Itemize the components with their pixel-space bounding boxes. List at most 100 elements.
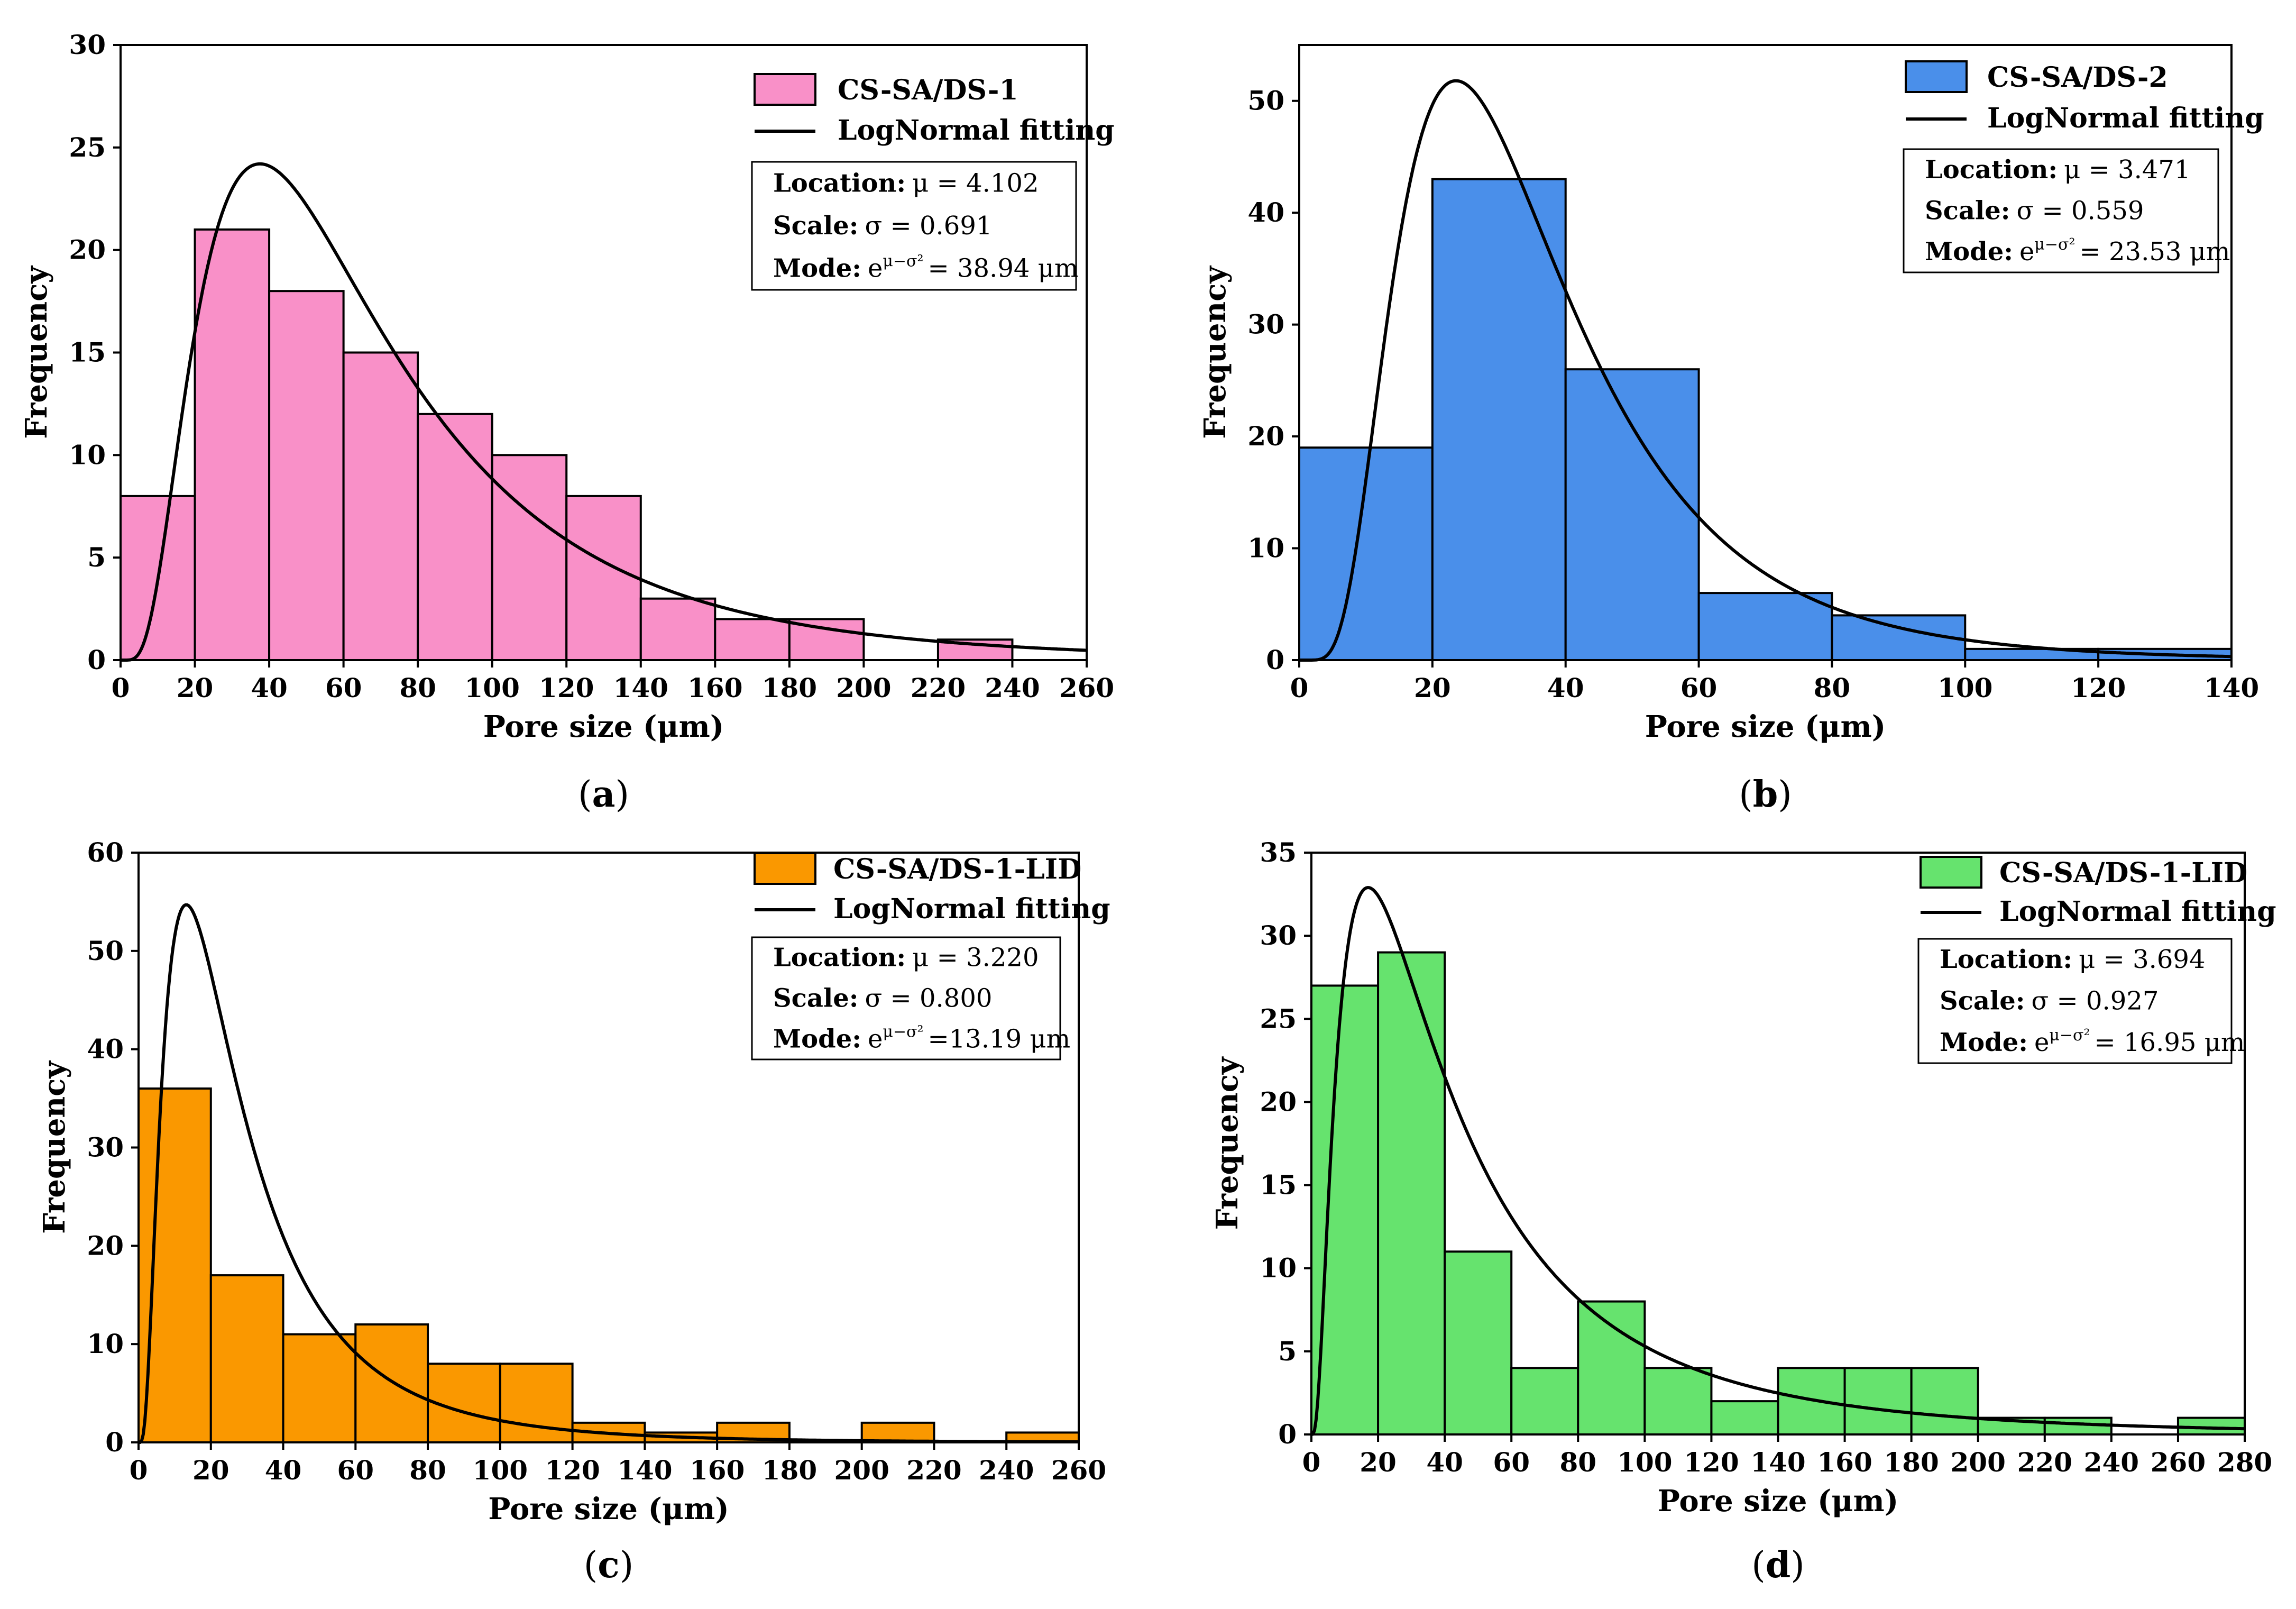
x-tick-label: 180: [762, 672, 817, 703]
x-tick-label: 180: [762, 1455, 817, 1486]
legend-label-fit: LogNormal fitting: [1987, 102, 2264, 134]
fit-stats-box: [751, 936, 1061, 1061]
stat-scale: Scale: σ = 0.800: [773, 984, 992, 1013]
histogram-bar: [714, 618, 791, 662]
x-tick-label: 80: [1814, 672, 1851, 703]
x-tick-label: 120: [545, 1455, 600, 1486]
histogram-bar: [209, 1274, 284, 1443]
legend-label-series: CS-SA/DS-1: [838, 74, 1018, 106]
histogram-bar: [354, 1323, 429, 1443]
x-tick-label: 200: [836, 672, 891, 703]
x-tick-label: 220: [906, 1455, 961, 1486]
y-tick-label: 0: [1278, 1419, 1297, 1450]
y-tick-label: 25: [69, 132, 106, 163]
x-tick-label: 160: [1817, 1447, 1872, 1478]
x-tick-label: 160: [690, 1455, 745, 1486]
lognormal-fit-line: [1311, 886, 2245, 1436]
x-tick-label: 40: [1426, 1447, 1463, 1478]
stat-mode: Mode: eμ−σ² = 16.95 μm: [1940, 1026, 2245, 1057]
x-axis-title: Pore size (μm): [488, 1492, 729, 1526]
y-tick-label: 0: [87, 644, 106, 675]
histogram-bar: [1643, 1367, 1713, 1436]
x-tick-label: 20: [192, 1455, 229, 1486]
x-tick-label: 220: [911, 672, 966, 703]
x-tick-label: 120: [2071, 672, 2126, 703]
fit-stats-box: [751, 161, 1077, 291]
x-tick-label: 260: [2151, 1447, 2206, 1478]
y-tick-label: 30: [1260, 920, 1297, 951]
plot-area-frame: [1298, 44, 2233, 661]
y-axis-title: Frequency: [37, 1061, 72, 1234]
histogram-bar: [1444, 1250, 1513, 1436]
x-axis-title: Pore size (μm): [483, 709, 724, 744]
legend-label-fit: LogNormal fitting: [1999, 895, 2276, 928]
x-tick-label: 40: [251, 672, 288, 703]
x-tick-label: 40: [265, 1455, 302, 1486]
x-tick-label: 0: [1302, 1447, 1321, 1478]
x-tick-label: 80: [399, 672, 436, 703]
x-axis-title: Pore size (μm): [1645, 709, 1886, 744]
y-tick-label: 15: [69, 337, 106, 368]
y-tick-label: 15: [1260, 1169, 1297, 1201]
x-tick-label: 100: [465, 672, 520, 703]
x-tick-label: 40: [1547, 672, 1584, 703]
panel-caption: (c): [584, 1544, 633, 1586]
y-tick-label: 30: [87, 1132, 124, 1163]
histogram-bar: [417, 413, 493, 661]
legend-label-series: CS-SA/DS-2: [1987, 61, 2168, 94]
legend-label-fit: LogNormal fitting: [833, 893, 1110, 925]
histogram-bar: [565, 495, 642, 661]
legend-label-series: CS-SA/DS-1-LID: [1999, 857, 2247, 889]
panel-caption: (a): [578, 773, 629, 816]
x-tick-label: 20: [177, 672, 214, 703]
histogram-bar: [194, 228, 271, 661]
y-axis-title: Frequency: [1198, 266, 1233, 439]
y-tick-label: 5: [1278, 1336, 1297, 1367]
histogram-bar: [1843, 1367, 1913, 1436]
legend-swatch-bar: [1920, 856, 1982, 889]
legend-swatch-bar: [754, 852, 816, 885]
fit-stats-box: [1917, 938, 2233, 1064]
x-tick-label: 260: [1059, 672, 1114, 703]
histogram-bar: [491, 454, 568, 661]
y-tick-label: 0: [1266, 644, 1284, 675]
x-tick-label: 180: [1884, 1447, 1939, 1478]
y-tick-label: 20: [87, 1230, 124, 1261]
panel-caption: (d): [1751, 1544, 1805, 1586]
legend: CS-SA/DS-1-LID LogNormal fitting Location:…: [751, 852, 1110, 1061]
y-tick-label: 10: [69, 439, 106, 470]
histogram-bar: [1310, 984, 1380, 1436]
x-tick-label: 100: [473, 1455, 528, 1486]
stat-mode: Mode: eμ−σ² = 23.53 μm: [1925, 235, 2230, 267]
stat-location: Location: μ = 3.220: [773, 943, 1039, 973]
y-axis-title: Frequency: [19, 266, 54, 439]
x-tick-label: 0: [1290, 672, 1309, 703]
x-tick-label: 240: [2084, 1447, 2139, 1478]
chart-panel-b: 0 10 20 30 40 50 0 20 40 60 80 100 120 140 Pore size (…: [1198, 44, 2264, 816]
legend-label-series: CS-SA/DS-1-LID: [833, 853, 1081, 885]
histogram-bar: [1510, 1367, 1579, 1436]
y-tick-label: 10: [1260, 1253, 1297, 1284]
x-tick-label: 160: [687, 672, 742, 703]
histogram-bar: [1431, 178, 1567, 661]
legend: CS-SA/DS-1 LogNormal fitting Location: μ = …: [751, 73, 1115, 291]
y-tick-label: 5: [87, 542, 106, 573]
x-tick-label: 0: [130, 1455, 148, 1486]
x-tick-label: 140: [617, 1455, 672, 1486]
histogram-bar: [268, 290, 345, 661]
x-tick-label: 140: [2204, 672, 2259, 703]
x-tick-label: 240: [979, 1455, 1034, 1486]
x-tick-label: 20: [1360, 1447, 1397, 1478]
y-tick-label: 20: [1260, 1086, 1297, 1117]
histogram-bar: [137, 1087, 212, 1443]
x-tick-label: 240: [985, 672, 1040, 703]
x-tick-label: 120: [539, 672, 594, 703]
histogram-bar: [1577, 1300, 1646, 1436]
x-tick-label: 60: [1680, 672, 1718, 703]
histogram-bar: [1377, 951, 1446, 1436]
y-tick-label: 60: [87, 837, 124, 868]
x-tick-label: 60: [337, 1455, 374, 1486]
stat-scale: Scale: σ = 0.559: [1925, 196, 2144, 226]
x-tick-label: 140: [1750, 1447, 1805, 1478]
